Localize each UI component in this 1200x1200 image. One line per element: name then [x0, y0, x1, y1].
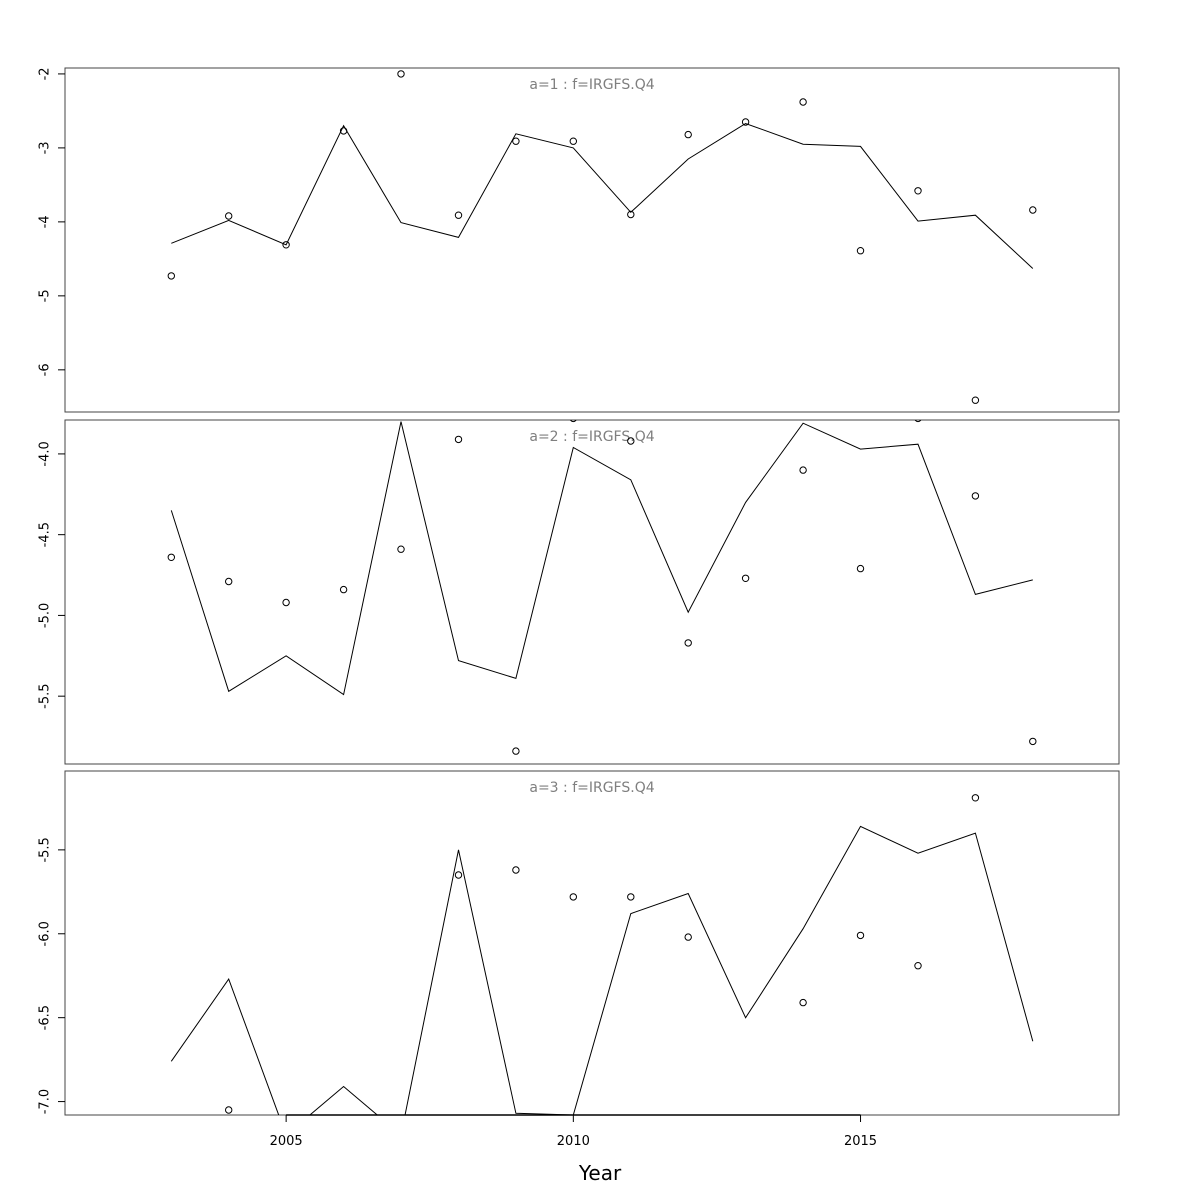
- y-tick-label: -4: [38, 215, 53, 228]
- y-tick-label: -5.5: [38, 837, 53, 862]
- chart-panels: -6 -5 -4 -3 -2 a=1 : f=IRGFS.Q4 -5.5 -5.0 -4.5 -4…: [38, 67, 1120, 1163]
- observed-point: [512, 137, 520, 145]
- panel-title: a=3 : f=IRGFS.Q4: [529, 780, 654, 796]
- observed-point: [340, 1149, 346, 1155]
- fitted-line: [171, 122, 1034, 269]
- observed-point: [1029, 737, 1037, 746]
- observed-point: [1030, 1149, 1036, 1155]
- panel-data: [167, 70, 1037, 404]
- observed-point: [971, 492, 980, 500]
- observed-point: [167, 553, 176, 561]
- x-tick-label: 2005: [270, 1134, 303, 1149]
- y-tick-label: -2: [38, 67, 53, 80]
- observed-point: [454, 871, 463, 879]
- panel-frame: [64, 419, 1120, 765]
- observed-point: [799, 98, 807, 106]
- x-tick-label: 2010: [557, 1134, 590, 1149]
- observed-point: [282, 598, 290, 607]
- observed-point: [971, 396, 980, 404]
- observed-point: [569, 420, 577, 423]
- observed-point: [454, 211, 463, 219]
- x-axis-title: Year: [578, 1161, 622, 1185]
- observed-point: [856, 931, 865, 940]
- y-tick-label: -7.0: [38, 1089, 53, 1114]
- panel-frame: [64, 770, 1120, 1116]
- fitted-line: [170, 421, 1033, 696]
- observed-point: [627, 210, 635, 219]
- observed-point: [339, 585, 348, 594]
- observed-point: [914, 187, 922, 195]
- panel-3: -7.0 -6.5 -6.0 -5.5 a=3 : f=IRGFS.Q4: [38, 770, 1120, 1163]
- observed-point: [914, 962, 922, 970]
- panel-frame: [64, 67, 1120, 413]
- y-tick-label: -3: [38, 141, 53, 154]
- y-tick-label: -5.5: [38, 683, 53, 708]
- panel-data: [167, 420, 1037, 755]
- observed-point: [627, 437, 635, 445]
- observed-point: [512, 747, 520, 755]
- observed-point: [569, 893, 577, 901]
- observed-point: [627, 893, 635, 901]
- observed-point: [225, 212, 233, 220]
- observed-point: [225, 577, 233, 586]
- panel-title: a=1 : f=IRGFS.Q4: [529, 77, 654, 93]
- y-tick-label: -4.5: [38, 522, 53, 547]
- observed-point: [684, 933, 692, 941]
- y-tick-label: -5.0: [38, 603, 53, 628]
- observed-point: [283, 1149, 289, 1155]
- observed-point: [684, 639, 692, 647]
- observed-point: [397, 545, 405, 553]
- observed-point: [398, 1149, 404, 1155]
- observed-point: [512, 866, 520, 874]
- observed-point: [168, 1157, 174, 1163]
- observed-point: [454, 435, 463, 444]
- observed-point: [971, 794, 980, 802]
- observed-point: [799, 466, 807, 474]
- observed-point: [741, 574, 750, 582]
- y-tick-label: -6.5: [38, 1005, 53, 1030]
- observed-point: [742, 1149, 748, 1155]
- observed-point: [914, 420, 922, 423]
- fitted-line: [170, 825, 1034, 1115]
- observed-point: [684, 130, 692, 139]
- y-tick-label: -4.0: [38, 441, 53, 466]
- panel-data: [168, 794, 1036, 1163]
- observed-point: [799, 998, 807, 1007]
- observed-point: [856, 247, 865, 255]
- y-tick-label: -5: [38, 289, 53, 302]
- y-tick-label: -6.0: [38, 921, 53, 946]
- observed-point: [569, 137, 577, 145]
- x-axis: 2005 2010 2015: [270, 1114, 877, 1149]
- panel-1: -6 -5 -4 -3 -2 a=1 : f=IRGFS.Q4: [38, 67, 1120, 413]
- observed-point: [397, 70, 405, 78]
- y-tick-label: -6: [38, 363, 53, 376]
- x-tick-label: 2015: [844, 1134, 877, 1149]
- observed-point: [1029, 206, 1037, 214]
- observed-point: [339, 127, 348, 135]
- observed-point: [167, 272, 176, 280]
- observed-point: [741, 118, 750, 126]
- panel-title: a=2 : f=IRGFS.Q4: [529, 429, 654, 445]
- observed-point: [856, 564, 865, 573]
- observed-point: [282, 241, 290, 249]
- panel-2: -5.5 -5.0 -4.5 -4.0 a=2 : f=IRGFS.Q4: [38, 419, 1120, 765]
- observed-point: [225, 1106, 233, 1114]
